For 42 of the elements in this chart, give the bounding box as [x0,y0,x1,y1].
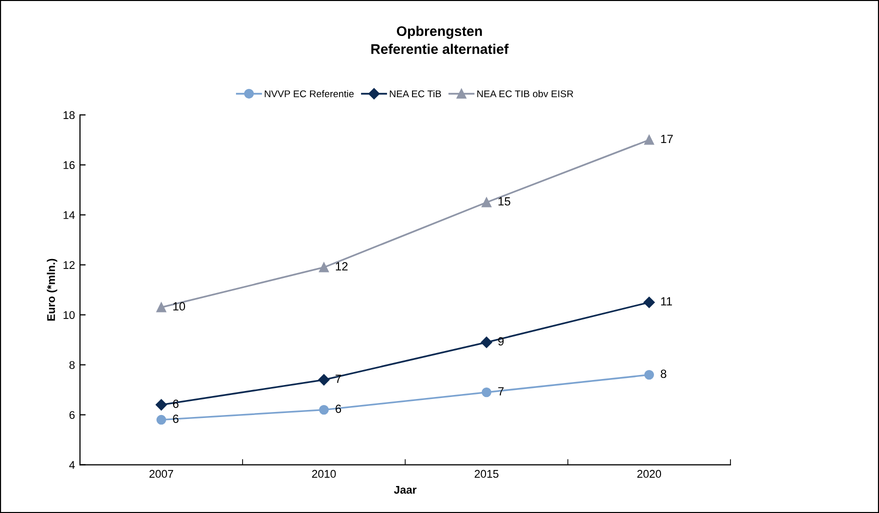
data-label: 17 [661,134,673,143]
point [482,387,492,398]
y-tick-label: 4 [69,461,75,469]
y-axis-title: Euro (*mln.) [46,258,58,321]
point [156,414,166,425]
data-label: 7 [336,374,341,383]
point [156,399,167,410]
legend-label: NEA EC TIB obv EISR [477,90,574,98]
point [319,404,329,415]
point [644,296,655,308]
point [318,374,330,386]
x-tick-label: 2015 [474,470,498,478]
chart-title: Opbrengsten [396,26,482,39]
chart-subtitle: Referentie alternatief [371,44,509,54]
data-label: 6 [173,414,178,423]
x-tick-label: 2020 [637,470,662,478]
y-tick-label: 12 [64,261,75,269]
y-tick-label: 10 [64,311,75,319]
x-tick-label: 2007 [150,470,174,478]
data-label: 10 [173,302,186,311]
y-tick-label: 6 [70,411,75,419]
legend-label: NVVP EC Referentie [264,90,354,98]
legend-label: NEA EC TiB [390,90,442,98]
y-tick-label: 8 [69,361,75,369]
point [644,135,654,145]
point [480,336,492,348]
y-tick-label: 16 [64,161,75,170]
x-tick-label: 2010 [312,470,336,478]
data-label: 12 [336,262,348,270]
data-label: 9 [498,337,504,346]
x-axis-title: Jaar [394,486,416,494]
data-label: 15 [498,197,510,206]
y-tick-label: 14 [64,211,75,219]
y-tick-label: 18 [64,111,75,120]
point [644,370,654,380]
data-label: 11 [661,297,672,306]
point [156,302,166,312]
data-label: 8 [660,370,666,378]
point [482,198,492,208]
data-label: 7 [498,387,504,396]
data-label: 6 [336,404,342,413]
point [319,262,329,272]
